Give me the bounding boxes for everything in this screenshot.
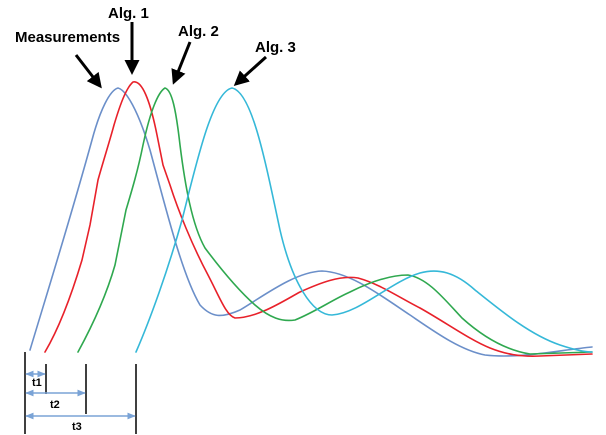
alg2-curve [77, 87, 593, 355]
measurements-arrow-icon [74, 54, 102, 89]
alg3-arrow-icon [233, 55, 268, 87]
t3-label: t3 [72, 421, 82, 433]
measurements-curve [29, 87, 593, 357]
alg1-curve [44, 81, 593, 357]
alg3-label: Alg. 3 [255, 39, 296, 56]
alg3-curve [135, 87, 593, 353]
measurements-label: Measurements [15, 29, 120, 46]
alg2-arrow-icon [171, 41, 192, 85]
alg2-label: Alg. 2 [178, 23, 219, 40]
t2-label: t2 [50, 399, 60, 411]
t1-label: t1 [32, 377, 42, 389]
alg1-label: Alg. 1 [108, 5, 149, 22]
